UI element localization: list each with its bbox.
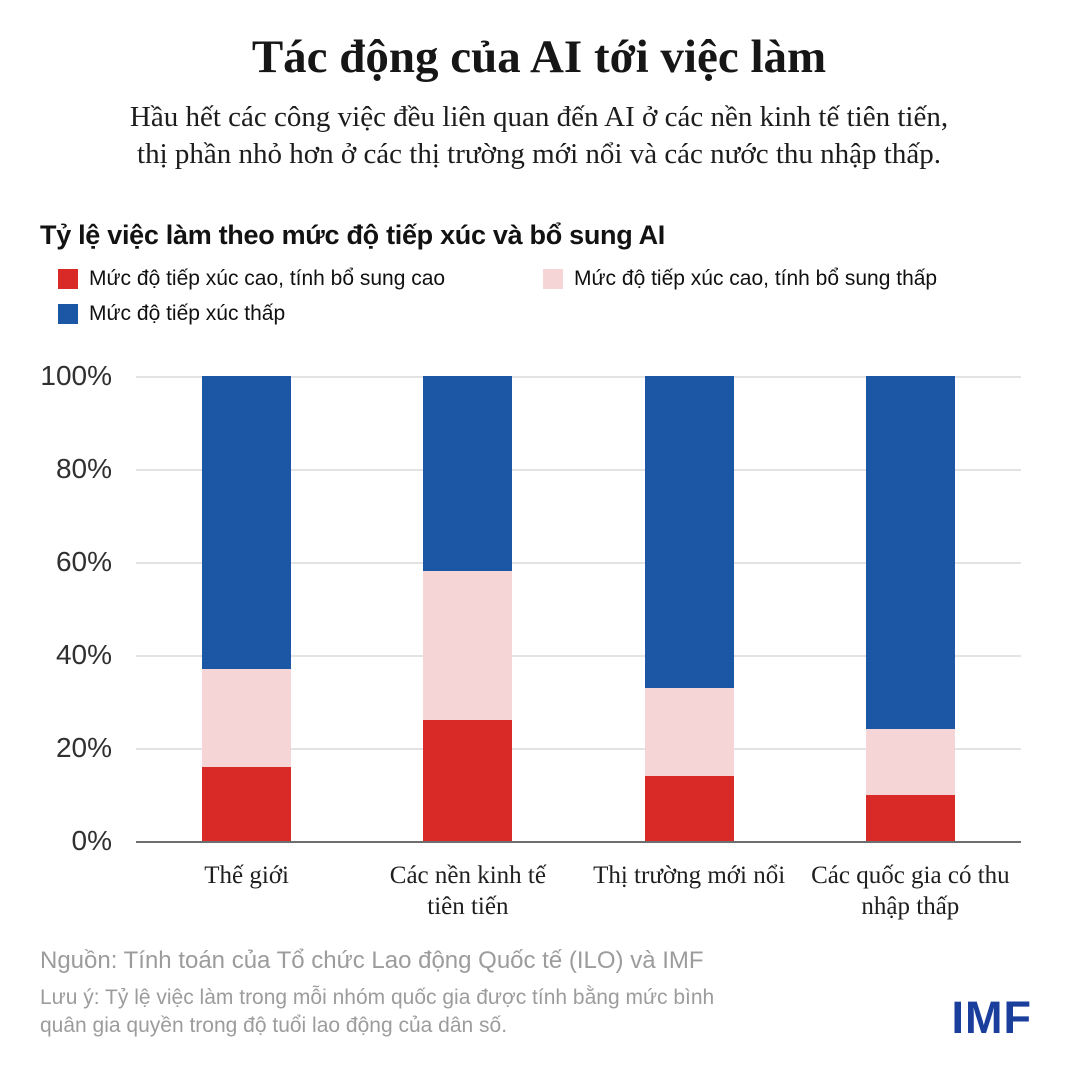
- y-tick-label: 20%: [55, 732, 112, 763]
- legend-row: Mức độ tiếp xúc thấp: [58, 302, 1048, 326]
- subtitle-line-2: thị phần nhỏ hơn ở các thị trường mới nổ…: [137, 137, 941, 170]
- bar-segment: [423, 376, 513, 572]
- x-axis-labels: Thế giới Các nền kinh tế tiên tiến Thị t…: [136, 861, 1021, 922]
- x-label-emerging-markets: Thị trường mới nổi: [593, 862, 786, 889]
- x-label-advanced-economies: Các nền kinh tế tiên tiến: [389, 862, 546, 920]
- bar-segment: [865, 794, 955, 841]
- bar-segment: [423, 571, 513, 721]
- gridline-60: [136, 562, 1021, 564]
- stacked-bar: [202, 376, 292, 841]
- legend-item-high-exposure-high-complementarity: Mức độ tiếp xúc cao, tính bổ sung cao: [58, 267, 543, 291]
- y-tick-label: 0%: [71, 825, 112, 856]
- legend-swatch-blue: [58, 304, 78, 324]
- gridline-40: [136, 655, 1021, 657]
- x-label-low-income-countries: Các quốc gia có thu nhập thấp: [811, 862, 1010, 920]
- bar-segment: [202, 766, 292, 841]
- stacked-bar-chart: 100% 80% 60% 40% 20% 0%: [40, 360, 1021, 856]
- bar-segment: [865, 729, 955, 795]
- y-tick-label: 60%: [55, 546, 112, 577]
- page-subtitle: Hầu hết các công việc đều liên quan đến …: [0, 99, 1078, 172]
- bar-column-3: [579, 376, 800, 841]
- source-text: Nguồn: Tính toán của Tổ chức Lao động Qu…: [40, 947, 704, 974]
- stacked-bar: [865, 376, 955, 841]
- gridline-20: [136, 748, 1021, 750]
- chart-title: Tỷ lệ việc làm theo mức độ tiếp xúc và b…: [40, 220, 666, 250]
- stacked-bar: [644, 376, 734, 841]
- legend-swatch-pink: [543, 269, 563, 289]
- legend-row: Mức độ tiếp xúc cao, tính bổ sung cao Mứ…: [58, 267, 1048, 291]
- bar-segment: [644, 775, 734, 841]
- bar-column-2: [357, 376, 578, 841]
- x-axis-line: [136, 841, 1021, 843]
- legend-item-high-exposure-low-complementarity: Mức độ tiếp xúc cao, tính bổ sung thấp: [543, 267, 937, 291]
- page-title: Tác động của AI tới việc làm: [251, 31, 827, 83]
- bar-column-4: [800, 376, 1021, 841]
- gridline-80: [136, 469, 1021, 471]
- legend-item-low-exposure: Mức độ tiếp xúc thấp: [58, 302, 543, 326]
- legend-swatch-red: [58, 269, 78, 289]
- x-label-world: Thế giới: [204, 862, 289, 889]
- subtitle-line-1: Hầu hết các công việc đều liên quan đến …: [129, 101, 949, 133]
- stacked-bar: [423, 376, 513, 841]
- gridline-100: [136, 376, 1021, 378]
- bar-segment: [644, 376, 734, 688]
- legend: Mức độ tiếp xúc cao, tính bổ sung cao Mứ…: [58, 267, 1048, 337]
- bar-segment: [202, 668, 292, 767]
- y-tick-label: 40%: [55, 639, 112, 670]
- bar-segment: [644, 687, 734, 776]
- bars-container: [136, 376, 1021, 841]
- bar-segment: [865, 376, 955, 730]
- bar-segment: [423, 720, 513, 841]
- note-text: Lưu ý: Tỷ lệ việc làm trong mỗi nhóm quố…: [40, 986, 715, 1038]
- bar-column-1: [136, 376, 357, 841]
- legend-label: Mức độ tiếp xúc cao, tính bổ sung cao: [89, 267, 446, 290]
- imf-logo: IMF: [951, 992, 1032, 1043]
- y-tick-label: 80%: [55, 453, 112, 484]
- legend-label: Mức độ tiếp xúc thấp: [89, 302, 286, 325]
- y-tick-label: 100%: [40, 360, 112, 391]
- bar-segment: [202, 376, 292, 669]
- legend-label: Mức độ tiếp xúc cao, tính bổ sung thấp: [574, 267, 938, 290]
